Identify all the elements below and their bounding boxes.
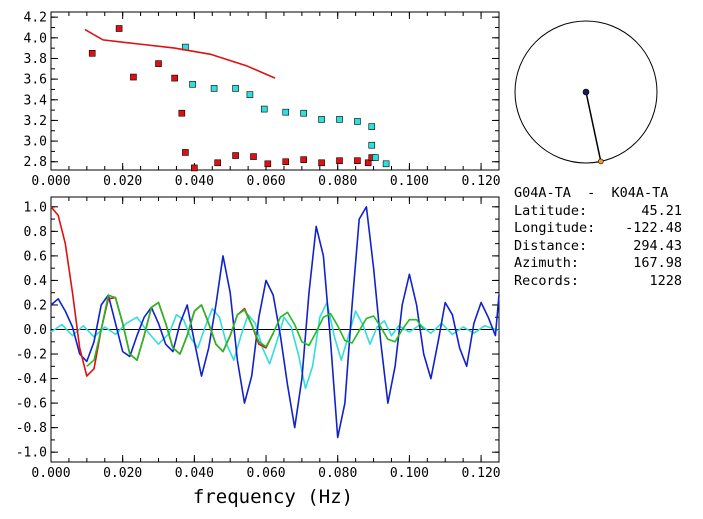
info-row-azimuth: Azimuth: 167.98: [514, 255, 682, 273]
x-tick-label: 0.000: [31, 466, 70, 481]
info-value: -122.48: [625, 220, 682, 236]
station-pair-title: G04A-TA - K04A-TA: [514, 185, 669, 201]
info-row-records: Records: 1228: [514, 273, 682, 291]
info-row-latitude: Latitude: 45.21: [514, 203, 682, 221]
y-tick-label: 3.8: [24, 52, 47, 67]
range-circle: [514, 20, 658, 164]
red-data-point: [336, 157, 343, 165]
info-value: 167.98: [633, 255, 682, 271]
red-data-point: [300, 156, 307, 163]
red-data-point: [130, 73, 137, 81]
x-tick-label: 0.120: [462, 174, 501, 189]
x-tick-label: 0.100: [390, 466, 429, 481]
y-tick-label: 0.0: [24, 323, 47, 338]
x-tick-label: 0.060: [246, 174, 285, 189]
cyan-data-point: [368, 141, 376, 149]
coherency-panel: 0.000 0.020 0.040 0.060 0.080 0.100 0.120 1.0 0.…: [16, 196, 501, 481]
blue-series-line: [50, 206, 500, 439]
cyan-series-line: [50, 301, 500, 390]
red-data-point: [282, 158, 290, 166]
red-data-point: [264, 160, 272, 168]
cyan-data-point: [189, 80, 196, 88]
red-data-point: [191, 164, 198, 172]
x-tick-label: 0.040: [175, 174, 214, 189]
station-marker: [582, 88, 590, 96]
station-info-panel: G04A-TA - K04A-TA Latitude: 45.21 Longitu…: [514, 185, 682, 290]
y-tick-label: 0.4: [24, 274, 48, 289]
cyan-data-point: [372, 154, 379, 161]
y-tick-label: 0.6: [24, 249, 47, 264]
x-tick-label: 0.020: [103, 174, 142, 189]
model-curve: [84, 28, 276, 79]
y-tick-label: 3.6: [24, 73, 47, 88]
y-tick-label: -0.6: [16, 397, 47, 412]
y-tick-label: 1.0: [24, 200, 47, 215]
info-key: Azimuth:: [514, 255, 580, 271]
y-tick-label: 4.0: [24, 31, 47, 46]
x-tick-label: 0.060: [246, 466, 285, 481]
info-value: 294.43: [633, 237, 682, 254]
cyan-data-point: [300, 109, 307, 117]
cyan-data-point: [282, 108, 290, 116]
azimuth-map: [514, 20, 658, 165]
x-tick-label: 0.000: [31, 174, 70, 189]
green-series-line: [86, 294, 425, 367]
cyan-data-point: [246, 91, 254, 98]
red-data-point: [178, 109, 186, 117]
red-data-point: [318, 159, 325, 167]
red-data-point: [171, 74, 178, 82]
y-tick-label: 4.2: [24, 11, 47, 26]
red-data-point: [214, 159, 221, 167]
cyan-data-point: [336, 116, 343, 123]
red-data-point: [250, 153, 257, 160]
y-tick-label: 3.0: [24, 135, 47, 150]
cyan-data-point: [318, 116, 325, 123]
station-marker: [597, 158, 604, 165]
y-tick-label: 0.2: [24, 298, 47, 313]
info-row-distance: Distance: 294.43: [514, 238, 682, 256]
cyan-data-point: [368, 123, 376, 130]
cyan-data-point: [260, 105, 268, 113]
info-row-longitude: Longitude: -122.48: [514, 220, 682, 238]
dispersion-panel: 0.000 0.020 0.040 0.060 0.080 0.100 0.120 2.8 3.…: [24, 11, 501, 189]
y-tick-label: -0.2: [16, 348, 47, 363]
x-tick-label: 0.020: [103, 466, 142, 481]
y-tick-label: -0.8: [16, 421, 47, 436]
plot-frame: [50, 11, 500, 171]
y-tick-label: 0.8: [24, 225, 47, 240]
cyan-data-point: [232, 85, 239, 92]
red-series-line: [50, 206, 274, 377]
x-tick-label: 0.080: [318, 174, 357, 189]
red-data-point: [88, 50, 96, 57]
x-tick-label: 0.100: [390, 174, 429, 189]
x-tick-label: 0.080: [318, 466, 357, 481]
y-tick-label: 2.8: [24, 155, 47, 170]
red-data-point: [182, 149, 189, 156]
y-tick-label: -1.0: [16, 446, 47, 461]
x-tick-label: 0.120: [462, 466, 501, 481]
y-tick-label: -0.4: [16, 372, 47, 387]
y-tick-label: 3.2: [24, 114, 47, 129]
cyan-data-point: [210, 85, 218, 92]
red-data-point: [115, 25, 123, 32]
info-key: Latitude:: [514, 202, 588, 219]
azimuth-line: [585, 91, 602, 162]
y-tick-label: 3.4: [24, 93, 48, 108]
red-data-point: [354, 157, 361, 165]
info-value: 1228: [649, 272, 682, 289]
cyan-data-point: [354, 118, 361, 125]
info-key: Longitude:: [514, 220, 596, 236]
x-axis-label: frequency (Hz): [193, 486, 353, 508]
red-data-point: [155, 60, 162, 67]
red-data-point: [232, 152, 239, 159]
info-key: Distance:: [514, 237, 588, 254]
cyan-data-point: [382, 160, 390, 168]
info-value: 45.21: [641, 202, 682, 219]
red-data-point: [364, 159, 372, 167]
x-tick-label: 0.040: [175, 466, 214, 481]
info-key: Records:: [514, 272, 580, 289]
